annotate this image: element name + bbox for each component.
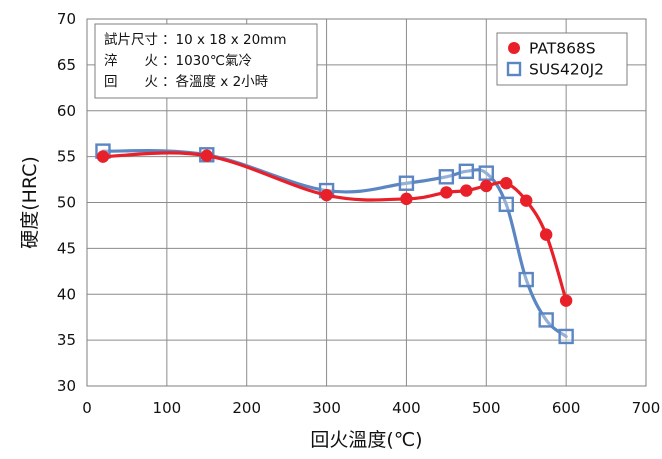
data-point bbox=[458, 163, 475, 180]
x-tick-label: 400 bbox=[392, 399, 421, 417]
series-PAT868S bbox=[96, 149, 573, 307]
series-SUS420J2 bbox=[95, 143, 574, 345]
data-point bbox=[539, 228, 553, 241]
x-tick-label: 300 bbox=[312, 399, 341, 417]
x-tick-label: 0 bbox=[82, 399, 92, 417]
data-point bbox=[518, 271, 534, 288]
x-tick-label: 200 bbox=[232, 399, 261, 417]
x-tick-label: 700 bbox=[632, 399, 661, 417]
data-point bbox=[558, 328, 574, 345]
data-point bbox=[440, 186, 453, 199]
y-tick-label: 40 bbox=[57, 285, 76, 303]
legend-items: PAT868S SUS420J2 bbox=[506, 40, 604, 79]
x-axis-ticks: 0 100 200 300 400 500 600 700 bbox=[82, 399, 660, 417]
y-tick-label: 45 bbox=[57, 239, 76, 257]
y-tick-label: 70 bbox=[57, 10, 76, 28]
series-line bbox=[101, 149, 568, 339]
legend-label-SUS420J2: SUS420J2 bbox=[529, 61, 604, 79]
legend-marker-PAT868S bbox=[508, 42, 520, 54]
note-label: 試片尺寸 bbox=[104, 32, 158, 48]
x-tick-label: 100 bbox=[153, 399, 182, 417]
x-tick-label: 600 bbox=[552, 399, 581, 417]
legend-label-PAT868S: PAT868S bbox=[529, 40, 596, 58]
data-point bbox=[438, 169, 455, 185]
note-frame bbox=[94, 23, 318, 99]
y-axis-ticks: 30 35 40 45 50 55 60 65 70 bbox=[57, 10, 76, 395]
data-point bbox=[320, 188, 333, 202]
data-point bbox=[500, 177, 513, 190]
x-tick-label: 500 bbox=[472, 399, 501, 417]
data-point bbox=[96, 150, 110, 163]
data-point bbox=[398, 175, 415, 191]
legend: PAT868S SUS420J2 bbox=[496, 32, 628, 86]
data-point bbox=[559, 294, 573, 307]
note-value: ：各溫度 x 2小時 bbox=[162, 74, 269, 90]
data-point bbox=[200, 149, 213, 162]
y-tick-label: 30 bbox=[57, 377, 76, 395]
y-tick-label: 60 bbox=[57, 102, 76, 120]
data-point bbox=[538, 312, 554, 328]
note-label: 回 火 bbox=[104, 74, 158, 90]
data-point bbox=[478, 165, 494, 181]
note-value: ：1030℃氣冷 bbox=[162, 53, 252, 69]
data-point bbox=[460, 184, 473, 197]
y-tick-label: 55 bbox=[57, 148, 76, 166]
y-tick-label: 50 bbox=[57, 194, 76, 212]
data-point bbox=[520, 194, 533, 207]
data-point bbox=[400, 192, 413, 206]
legend-frame bbox=[496, 32, 628, 86]
y-tick-label: 35 bbox=[57, 331, 76, 349]
y-axis-title: 硬度(HRC) bbox=[19, 156, 41, 249]
data-point bbox=[498, 196, 514, 213]
plot-frame bbox=[86, 18, 647, 387]
note-value: ：10 x 18 x 20mm bbox=[162, 32, 286, 48]
series-layer bbox=[95, 143, 574, 345]
note-label: 淬 火 bbox=[104, 53, 158, 69]
data-point bbox=[480, 179, 493, 193]
series-line bbox=[101, 151, 568, 303]
x-axis-title: 回火溫度(℃) bbox=[310, 429, 422, 451]
y-tick-label: 65 bbox=[57, 56, 76, 74]
legend-marker-SUS420J2 bbox=[506, 61, 522, 77]
